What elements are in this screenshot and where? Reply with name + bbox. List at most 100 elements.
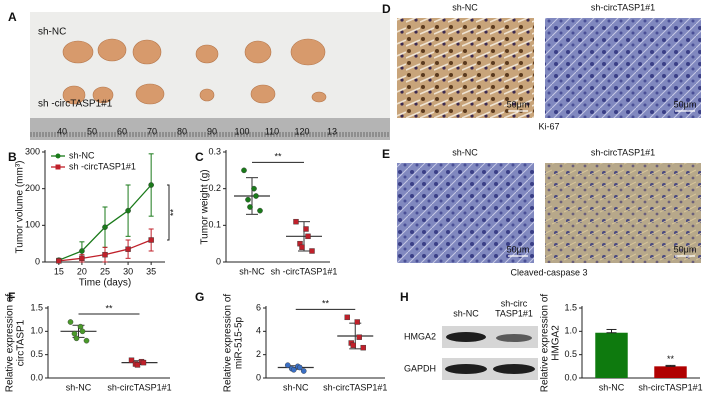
ihc-image: [397, 163, 534, 263]
data-point: [251, 185, 257, 192]
row-label: HMGA2: [404, 331, 436, 341]
data-point: [257, 207, 263, 214]
data-point: [73, 335, 80, 342]
scale-bars: [508, 110, 695, 257]
y-axis-label: Tumor volume (mm³): [15, 161, 26, 254]
panel-label: F: [8, 290, 15, 304]
data-point: [140, 359, 147, 366]
data-point: [102, 251, 108, 258]
panel-label: D: [382, 2, 391, 16]
caption: Ki-67: [538, 121, 559, 131]
data-point: [125, 207, 131, 214]
panel-label: E: [382, 147, 390, 161]
x-tick-label: 35: [146, 266, 156, 276]
significance-label: **: [667, 354, 675, 364]
ihc-image: [545, 163, 701, 263]
x-tick-label: 20: [77, 266, 87, 276]
data-point: [344, 314, 350, 321]
column-label: TASP1#1: [495, 308, 533, 318]
y-tick-label: 0.5: [30, 349, 43, 359]
x-tick-label: sh -circTASP1#1: [271, 266, 338, 276]
ruler-label: 13: [327, 126, 337, 136]
y-tick-label: 0.3: [208, 146, 221, 156]
y-tick-label: 1.0: [564, 326, 577, 336]
y-tick-label: 1.5: [30, 302, 43, 312]
y-axis-label: HMGA2: [551, 325, 562, 361]
ruler-label: 50: [87, 126, 97, 136]
legend-label: sh-NC: [69, 150, 95, 160]
bar: [654, 366, 687, 378]
data-point: [241, 167, 247, 174]
y-tick-label: 2: [256, 349, 261, 359]
ruler-label: 90: [207, 126, 217, 136]
data-point: [284, 362, 291, 368]
y-tick-label: 100: [25, 220, 40, 230]
x-tick-label: sh-NC: [239, 266, 265, 276]
data-point: [356, 334, 362, 340]
row-label: sh -circTASP1#1: [38, 99, 113, 110]
panel-label: C: [195, 150, 204, 164]
data-point: [296, 364, 303, 371]
y-axis-label: Tumor weight (g): [200, 169, 211, 244]
data-point: [102, 224, 108, 230]
significance-bracket: [167, 184, 170, 241]
y-tick-label: 0.0: [564, 372, 577, 382]
x-tick-label: sh-circTASP1#1: [323, 382, 387, 392]
data-point: [79, 328, 86, 335]
data-point: [309, 248, 315, 254]
column-label: sh-circ: [501, 298, 528, 308]
legend-label: sh -circTASP1#1: [69, 161, 136, 171]
column-label: sh-NC: [452, 147, 478, 157]
data-point: [71, 330, 78, 337]
data-point: [79, 255, 85, 262]
data-point: [56, 258, 62, 264]
data-point: [350, 342, 356, 349]
western-blot: [442, 326, 538, 380]
data-point: [290, 367, 297, 373]
y-tick-label: 0: [35, 256, 40, 266]
x-tick-label: sh-NC: [599, 382, 625, 392]
ihc-image: [397, 18, 534, 118]
column-label: sh-NC: [452, 2, 478, 12]
y-tick-label: 0.1: [208, 220, 221, 230]
column-label: sh-circTASP1#1: [591, 2, 655, 12]
x-tick-label: sh-NC: [283, 382, 309, 392]
x-tick-label: sh-circTASP1#1: [107, 382, 171, 392]
ruler-label: 80: [177, 126, 187, 136]
data-point: [148, 182, 154, 188]
scale-label: 50μm: [507, 244, 530, 254]
x-tick-label: sh-circTASP1#1: [638, 382, 702, 392]
data-point: [360, 344, 366, 351]
y-axis-label: Relative expression of: [223, 294, 234, 393]
y-axis-label: Relative expression of: [5, 294, 16, 393]
ruler-label: 60: [117, 126, 127, 136]
panel-label: A: [8, 10, 17, 24]
x-axis-label: Time (days): [79, 278, 131, 289]
significance-label: **: [274, 152, 282, 162]
y-tick-label: 4: [256, 326, 261, 336]
y-axis-label: Relative expression of: [540, 294, 551, 393]
data-point: [148, 237, 154, 243]
scale-label: 50μm: [674, 99, 697, 109]
scale-label: 50μm: [674, 244, 697, 254]
data-point: [77, 323, 84, 330]
significance-label: **: [168, 209, 178, 217]
x-tick-label: 25: [100, 266, 110, 276]
data-point: [293, 218, 299, 225]
ihc-image: [545, 18, 701, 118]
y-axis-label: miR-515-5p: [234, 316, 245, 369]
bar: [595, 332, 628, 378]
data-point: [245, 196, 251, 203]
significance-label: **: [322, 299, 330, 309]
scale-label: 50μm: [507, 99, 530, 109]
y-tick-label: 0: [216, 256, 221, 266]
data-point: [300, 368, 307, 374]
data-point: [253, 193, 259, 199]
ruler-label: 120: [294, 126, 309, 136]
data-point: [134, 362, 141, 368]
ruler-label: 100: [234, 126, 249, 136]
data-point: [305, 233, 311, 240]
caption: Cleaved-caspase 3: [510, 267, 587, 277]
y-tick-label: 1.0: [30, 326, 43, 336]
